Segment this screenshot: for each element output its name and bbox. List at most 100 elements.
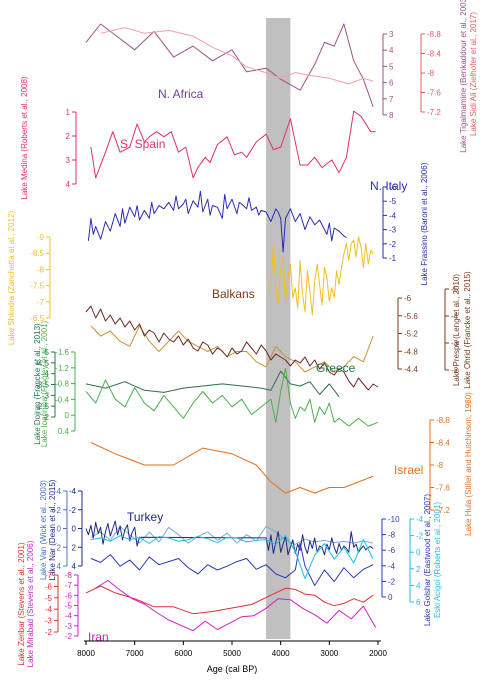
x-tick-label: 8000	[77, 649, 95, 658]
y-tick-label: 3	[66, 156, 71, 165]
series-line-lake-nar	[85, 520, 374, 556]
series-line-lake-tigalmamine	[85, 23, 374, 107]
y-tick-label: 2	[66, 132, 71, 141]
labels-layer: N. Africa S. Spain N. Italy Balkans Greece Is…	[88, 87, 423, 644]
y-tick-label: 2	[57, 543, 62, 552]
panel-balkans	[85, 236, 379, 391]
y-tick-label: -2	[416, 532, 424, 541]
y-tick-label: -8	[37, 265, 45, 274]
series-line-eski-acigol	[90, 535, 374, 580]
y-tick-label: 4	[66, 180, 71, 189]
series-line-lake-golshar	[90, 542, 374, 586]
y-tick-label: -7	[65, 581, 73, 590]
y-tick-label: -6	[45, 582, 53, 591]
x-tick-label: 7000	[126, 649, 144, 658]
y-tick-label: -8.8	[436, 416, 450, 425]
y-axis-right: -10 -8 -6 -4 -2 0	[381, 515, 400, 602]
y-tick-label: -5	[451, 285, 459, 294]
y-tick-label: -8	[427, 69, 435, 78]
series-layer	[85, 23, 379, 632]
y-tick-label: -4	[388, 562, 396, 571]
series-line-lake-ioannina	[85, 367, 379, 427]
series-line-lake-hula	[90, 442, 374, 494]
y-tick-label: -1	[389, 254, 397, 263]
y-tick-label: -5	[42, 348, 50, 357]
y-tick-label: -6	[388, 546, 396, 555]
y-tick-label: 3	[389, 30, 394, 39]
y-axis-label: Lake Van (Wick et al., 2003)	[39, 480, 48, 580]
y-tick-label: -7	[45, 571, 53, 580]
y-tick-label: 2	[416, 565, 421, 574]
y-tick-label: -7.2	[427, 108, 441, 117]
series-line-lake-dojran	[85, 370, 340, 398]
series-line-lake-mirabad	[95, 580, 377, 632]
y-tick-label: 4	[72, 562, 77, 571]
y-axis-right: -8.8 -8.4 -8 -7.6 -7.2	[429, 416, 450, 515]
y-tick-label: -7.6	[427, 89, 441, 98]
y-axis-label: Lake Zeribar (Stevens et al., 2001)	[17, 542, 26, 666]
y-tick-label: -5	[45, 594, 53, 603]
y-tick-label: -0.4	[55, 395, 69, 404]
y-tick-label: 6	[389, 79, 394, 88]
y-axis-left: -8-7-6 -5-4-3-2	[65, 571, 79, 641]
y-tick-label: -2	[451, 366, 459, 375]
series-line-lake-medina	[90, 110, 376, 179]
y-tick-label: -4	[42, 370, 50, 379]
y-tick-label: 0	[72, 525, 77, 534]
y-tick-label: 0	[388, 593, 393, 602]
y-axis-label: Lake Prespa (Leng et al., 2010)	[452, 274, 461, 386]
y-tick-label: -8	[388, 531, 396, 540]
panel-greece	[85, 367, 379, 427]
y-axis-label: Lake Tigalmamine (Benkaddour et al., 200…	[459, 0, 468, 153]
y-tick-label: -2	[42, 413, 50, 422]
y-tick-label: -2	[389, 240, 397, 249]
y-axis-left: 1 2 3 4	[66, 108, 77, 189]
panel-iran	[85, 580, 377, 632]
y-axis-label: Lake Frassino (Baroni et al., 2006)	[420, 162, 429, 285]
y-tick-label: 0	[65, 411, 70, 420]
y-tick-label: 0	[57, 525, 62, 534]
y-tick-label: -0.8	[55, 380, 69, 389]
y-tick-label: -4	[451, 312, 459, 321]
y-axis-label: Lake Ohrid (Francke et al., 2015)	[463, 271, 472, 389]
series-line-lake-shkodra	[270, 236, 374, 316]
series-line-lake-ohrid	[85, 305, 379, 391]
y-tick-label: 0	[416, 548, 421, 557]
y-tick-label: -5	[65, 602, 73, 611]
y-axis-label: Lake Hula (Stiller and Hutchinson, 1980)	[464, 392, 473, 536]
y-tick-label: -2	[45, 628, 53, 637]
y-axis-right: -4 -2 0 2 4 6	[409, 515, 424, 607]
region-label: Iran	[88, 630, 109, 644]
region-label: S. Spain	[120, 137, 165, 151]
x-tick-label: 2000	[369, 649, 387, 658]
x-axis-ticks: 8000 7000 6000 5000 4000 3000 2000	[77, 641, 387, 658]
y-tick-label: -4	[54, 487, 62, 496]
region-label: N. Italy	[370, 179, 407, 193]
series-line-lake-frassino	[87, 190, 347, 253]
y-axis-label: Lake Golshar (Eastwood et al., 2007)	[423, 494, 432, 626]
y-tick-label: -5.2	[404, 330, 418, 339]
y-tick-label: -4.5	[35, 359, 49, 368]
y-tick-label: -4	[69, 487, 77, 496]
y-tick-label: -1.6	[55, 348, 69, 357]
y-axis-label: Lake Shkodra (Zanchetta et al., 2012)	[7, 211, 16, 346]
y-tick-label: -7.6	[436, 484, 450, 493]
y-tick-label: -6.5	[30, 314, 44, 323]
y-axis-right: -6 -5 -4 -3 -2 -1	[382, 183, 397, 263]
panel-israel	[90, 442, 374, 494]
y-tick-label: -6	[404, 294, 412, 303]
y-axis-left: -1.6 -1.2 -0.8 -0.4 0 0.4	[55, 348, 76, 436]
panel-n-italy	[87, 190, 347, 253]
y-tick-label: -5.6	[404, 312, 418, 321]
y-tick-label: -4	[389, 211, 397, 220]
y-axis-label: Lake Ioannina (Frogley et al., 2001)	[40, 321, 49, 448]
y-tick-label: -7	[37, 298, 45, 307]
y-axis-right: -6 -5.6 -5.2 -4.8 -4.4	[397, 294, 418, 374]
region-label: Balkans	[212, 287, 255, 301]
y-tick-label: -2	[69, 506, 77, 515]
y-tick-label: -3	[42, 391, 50, 400]
series-line-lake-zeribar	[85, 585, 374, 615]
y-axis-left: -4 -2 0 2 4	[54, 487, 68, 571]
y-tick-label: -3	[389, 226, 397, 235]
